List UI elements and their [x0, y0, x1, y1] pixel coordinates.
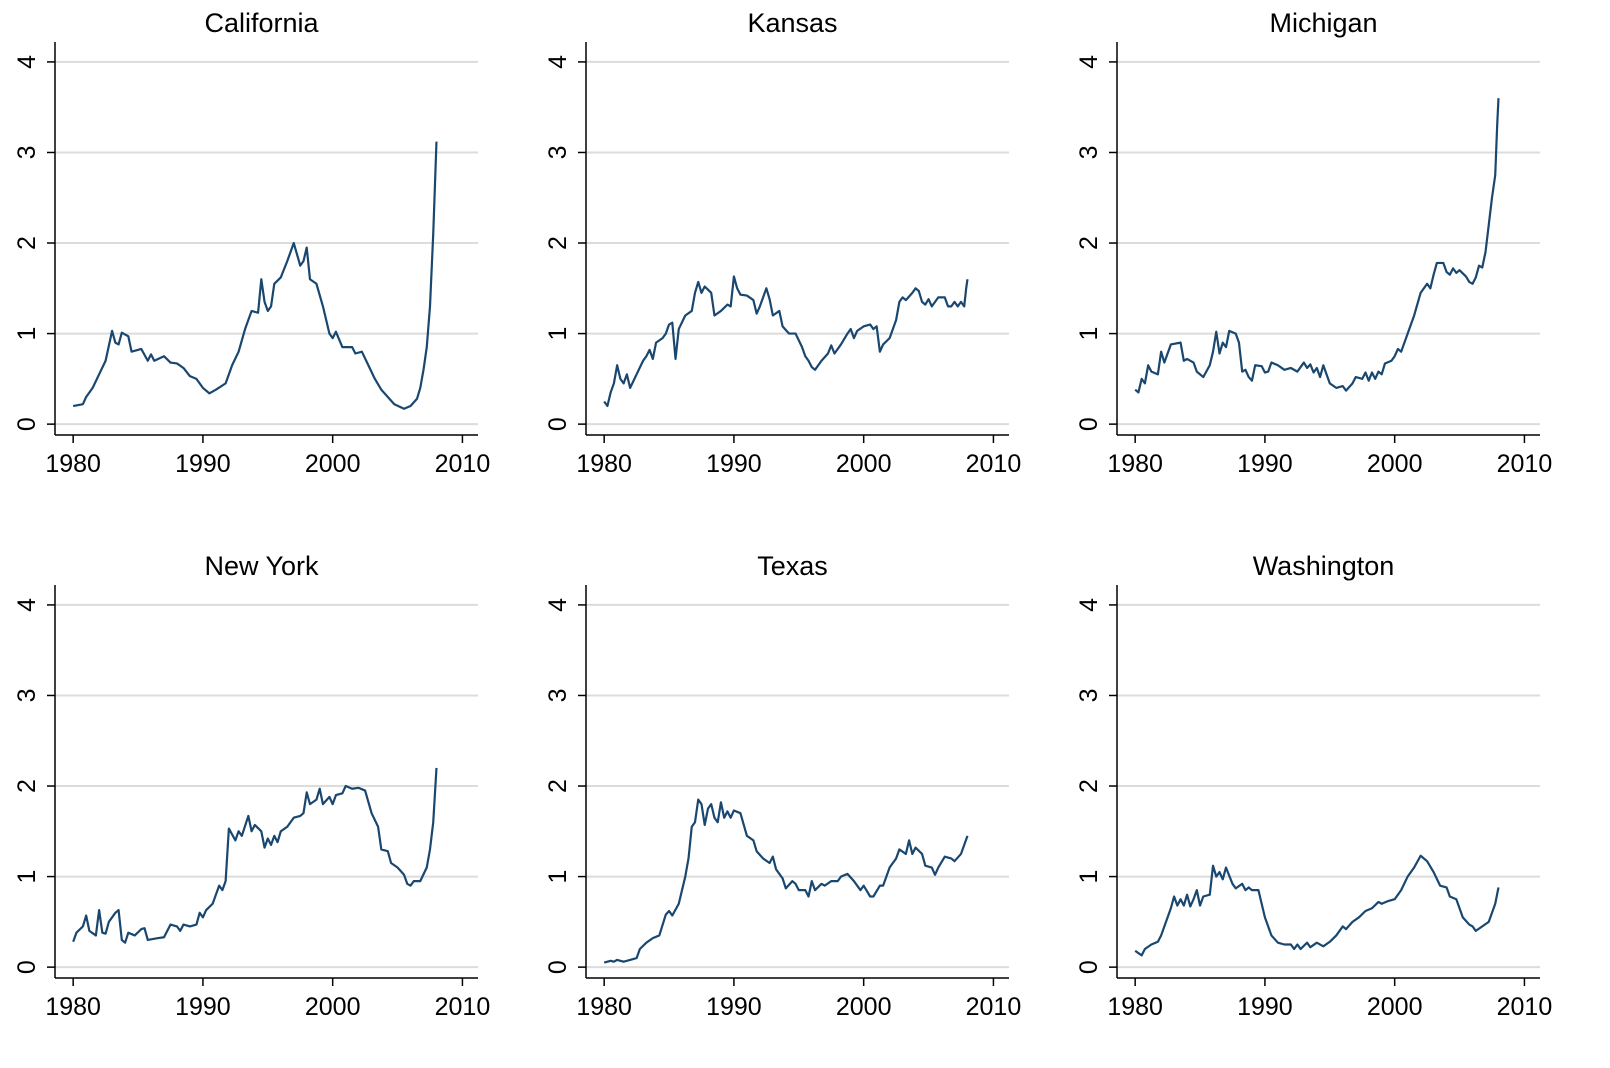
y-tick-label: 2 [1075, 779, 1103, 793]
x-tick-label: 1990 [706, 993, 762, 1021]
x-tick-label: 2010 [966, 450, 1022, 478]
x-tick-label: 1990 [1237, 993, 1293, 1021]
panel: New York 0 1 2 3 4 1980 1990 2000 2010 [13, 551, 490, 1021]
panel: Michigan 0 1 2 3 4 1980 1990 2000 2010 [1075, 8, 1552, 478]
y-tick-label: 2 [544, 779, 572, 793]
y-tick-label: 1 [1075, 327, 1103, 341]
panel: California 0 1 2 3 4 1980 1990 2000 2010 [13, 8, 490, 478]
panel-title: Kansas [747, 8, 837, 38]
data-line [72, 767, 438, 944]
y-tick-label: 4 [13, 55, 41, 69]
x-tick-label: 2000 [305, 450, 361, 478]
panel-title: Michigan [1269, 8, 1377, 38]
panel-title: Washington [1253, 551, 1395, 581]
y-tick-label: 1 [13, 870, 41, 884]
x-tick-label: 2010 [435, 450, 491, 478]
y-tick-label: 0 [1075, 417, 1103, 431]
y-tick-label: 2 [13, 236, 41, 250]
y-tick-label: 1 [544, 870, 572, 884]
x-tick-label: 1990 [175, 450, 231, 478]
y-tick-label: 2 [13, 779, 41, 793]
panel: Texas 0 1 2 3 4 1980 1990 2000 2010 [544, 551, 1021, 1021]
x-tick-label: 1990 [706, 450, 762, 478]
y-tick-label: 0 [13, 960, 41, 974]
x-tick-label: 2000 [836, 993, 892, 1021]
y-tick-label: 2 [544, 236, 572, 250]
y-tick-label: 0 [544, 960, 572, 974]
y-tick-label: 4 [544, 598, 572, 612]
data-line [603, 275, 969, 408]
y-tick-label: 0 [1075, 960, 1103, 974]
x-tick-label: 1980 [576, 450, 632, 478]
x-tick-label: 1980 [1107, 450, 1163, 478]
y-tick-label: 4 [544, 55, 572, 69]
y-tick-label: 4 [1075, 55, 1103, 69]
x-tick-label: 1990 [175, 993, 231, 1021]
x-tick-label: 1980 [1107, 993, 1163, 1021]
data-line [1134, 98, 1500, 394]
data-line [72, 141, 438, 410]
panel-title: Texas [757, 551, 828, 581]
x-tick-label: 1990 [1237, 450, 1293, 478]
x-tick-label: 1980 [45, 993, 101, 1021]
y-tick-label: 4 [13, 598, 41, 612]
y-tick-label: 0 [544, 417, 572, 431]
x-tick-label: 1980 [45, 450, 101, 478]
y-tick-label: 1 [544, 327, 572, 341]
x-tick-label: 2000 [305, 993, 361, 1021]
panel-title: New York [204, 551, 319, 581]
y-tick-label: 2 [1075, 236, 1103, 250]
panel-title: California [204, 8, 319, 38]
y-tick-label: 4 [1075, 598, 1103, 612]
x-tick-label: 2010 [435, 993, 491, 1021]
x-tick-label: 1980 [576, 993, 632, 1021]
y-tick-label: 0 [13, 417, 41, 431]
y-tick-label: 1 [13, 327, 41, 341]
y-tick-label: 3 [13, 146, 41, 160]
panel: Washington 0 1 2 3 4 1980 1990 2000 2010 [1075, 551, 1552, 1021]
y-tick-label: 1 [1075, 870, 1103, 884]
y-tick-label: 3 [13, 689, 41, 703]
y-tick-label: 3 [1075, 146, 1103, 160]
x-tick-label: 2010 [1497, 993, 1553, 1021]
x-tick-label: 2000 [1367, 993, 1423, 1021]
x-tick-label: 2000 [836, 450, 892, 478]
data-line [1134, 854, 1500, 957]
y-tick-label: 3 [544, 689, 572, 703]
y-tick-label: 3 [544, 146, 572, 160]
x-tick-label: 2000 [1367, 450, 1423, 478]
panel: Kansas 0 1 2 3 4 1980 1990 2000 2010 [544, 8, 1021, 478]
data-line [603, 798, 969, 964]
x-tick-label: 2010 [966, 993, 1022, 1021]
x-tick-label: 2010 [1497, 450, 1553, 478]
y-tick-label: 3 [1075, 689, 1103, 703]
